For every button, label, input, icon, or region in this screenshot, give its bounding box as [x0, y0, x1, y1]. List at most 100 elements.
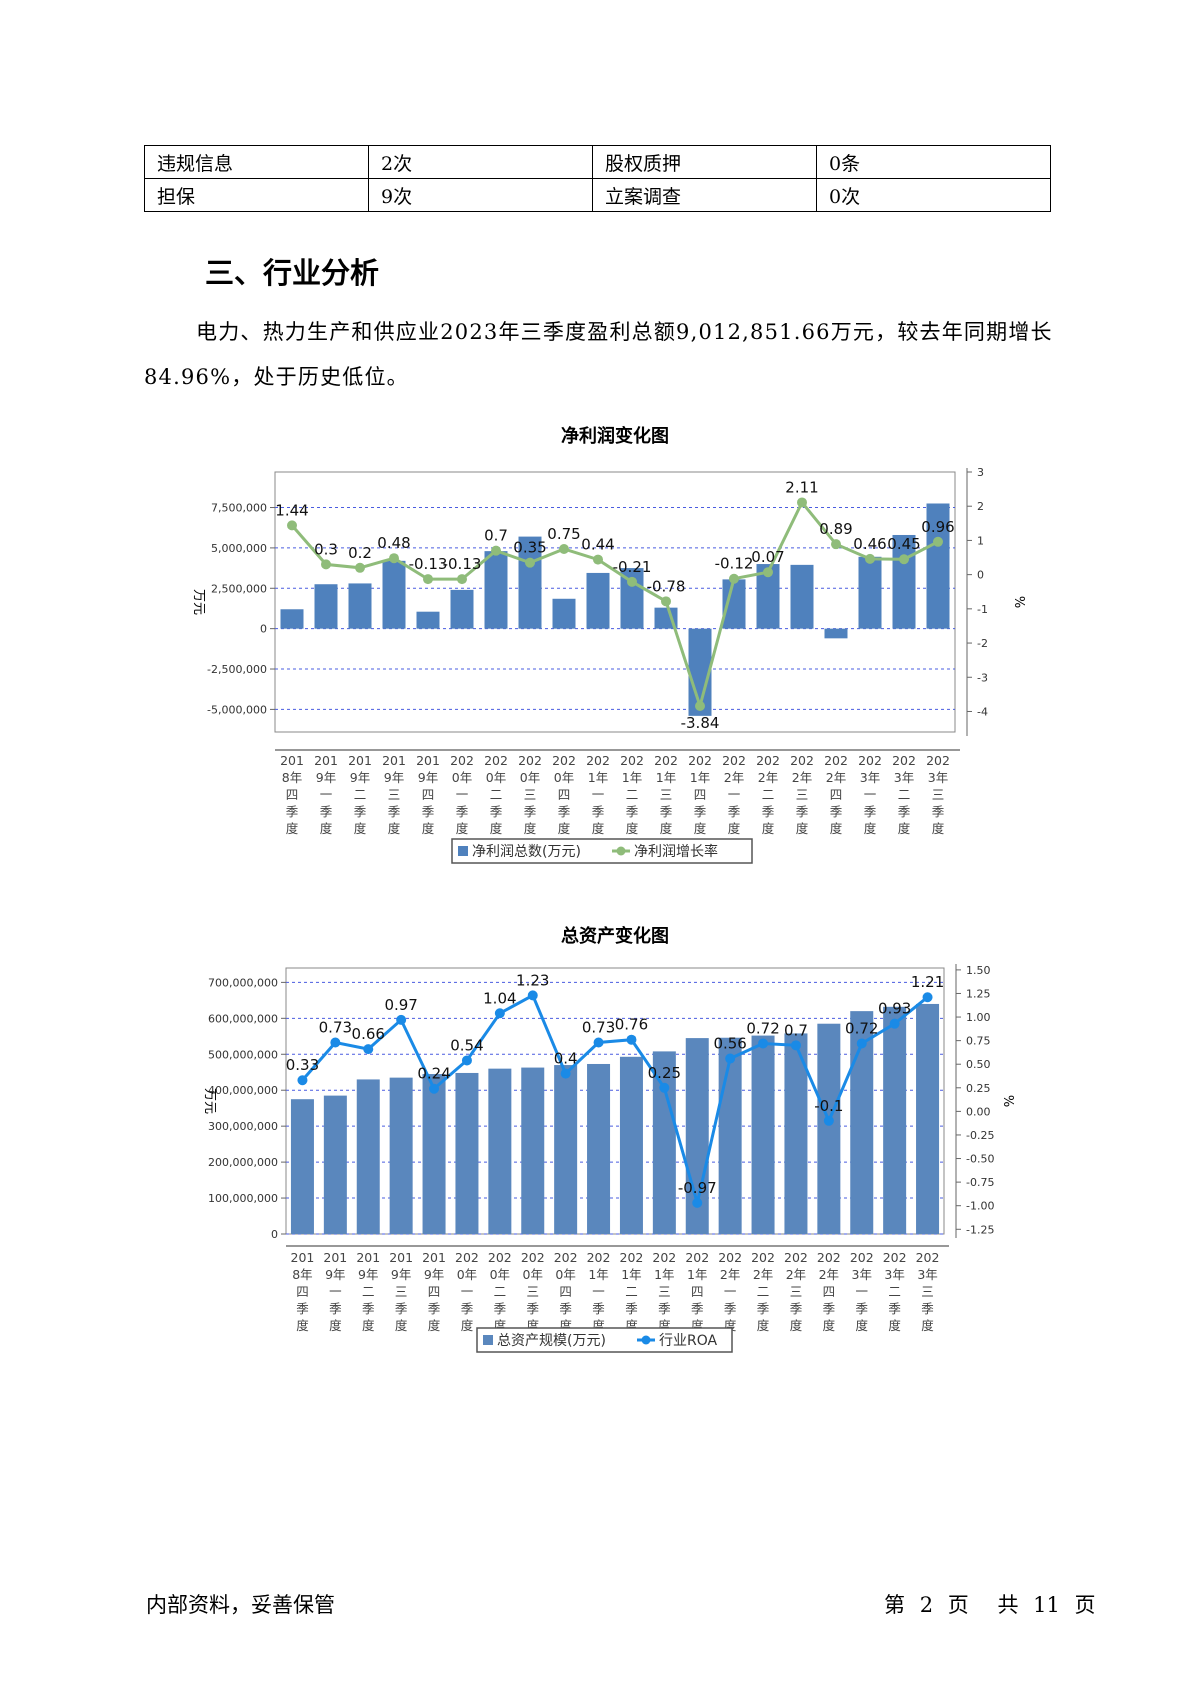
x-tick-label: 度 — [932, 821, 945, 836]
x-tick-label: 3年 — [894, 770, 914, 785]
page-num: 2 — [919, 1593, 934, 1617]
line-point — [790, 1040, 801, 1051]
data-label: -0.13 — [443, 555, 482, 573]
y2-tick-label: 0 — [977, 569, 984, 582]
line-point — [527, 990, 538, 1001]
y-tick-label: 200,000,000 — [208, 1156, 278, 1169]
x-tick-label: 四 — [286, 787, 299, 802]
x-tick-label: 季 — [921, 1301, 934, 1316]
line-point — [659, 1082, 670, 1093]
x-tick-label: 202 — [718, 1250, 742, 1265]
x-tick-label: 季 — [790, 1301, 803, 1316]
x-tick-label: 二 — [762, 787, 775, 802]
data-label: 1.44 — [275, 501, 308, 519]
x-tick-label: 1年 — [687, 1267, 707, 1282]
x-tick-label: 度 — [898, 821, 911, 836]
x-tick-label: 1年 — [690, 770, 710, 785]
x-tick-label: 度 — [286, 821, 299, 836]
x-tick-label: 季 — [796, 804, 809, 819]
y-tick-label: 100,000,000 — [208, 1192, 278, 1205]
y-tick-label: -2,500,000 — [207, 663, 267, 676]
y-axis-label: 万元 — [191, 589, 206, 615]
page-unit: 页 — [947, 1593, 969, 1617]
footer-page-number: 第 2 页 共 11 页 — [884, 1589, 1096, 1619]
x-tick-label: 季 — [855, 1301, 868, 1316]
x-tick-label: 季 — [932, 804, 945, 819]
x-tick-label: 度 — [456, 821, 469, 836]
x-tick-label: 度 — [558, 821, 571, 836]
series-line — [301, 993, 929, 1204]
x-tick-label: 201 — [382, 753, 406, 768]
x-tick-label: 202 — [722, 753, 746, 768]
x-tick-label: 度 — [428, 1318, 441, 1333]
chart-bar — [455, 1072, 479, 1234]
x-tick-label: 9年 — [384, 770, 404, 785]
chart-bar — [751, 1035, 775, 1234]
line-point — [933, 536, 943, 547]
line-point — [922, 992, 933, 1003]
line-point — [899, 554, 909, 565]
y2-tick-label: -3 — [977, 671, 988, 684]
x-tick-label: 季 — [559, 1301, 572, 1316]
x-tick-label: 三 — [388, 787, 401, 802]
chart-bar — [382, 560, 406, 629]
x-tick-label: 季 — [422, 804, 435, 819]
x-tick-label: 202 — [688, 753, 712, 768]
x-tick-label: 1年 — [588, 1267, 608, 1282]
x-tick-label: 度 — [592, 821, 605, 836]
data-label: 0.76 — [615, 1016, 648, 1034]
y2-tick-label: -1.25 — [966, 1223, 994, 1236]
plot-area — [274, 471, 956, 733]
x-tick-label: 1年 — [656, 770, 676, 785]
y-tick-label: 2,500,000 — [211, 582, 267, 595]
line-point — [559, 543, 569, 554]
y2-tick-label: -2 — [977, 637, 988, 650]
x-tick-label: 202 — [554, 1250, 578, 1265]
x-tick-label: 度 — [524, 821, 537, 836]
x-tick-label: 202 — [756, 753, 780, 768]
data-label: -0.97 — [678, 1179, 717, 1197]
net-profit-chart: 净利润变化图 7,500,000 5,000,000 2,500,000 0 -2,500… — [191, 425, 1026, 864]
table-row: 违规信息 2次 股权质押 0条 — [144, 145, 1051, 179]
line-point — [429, 1083, 440, 1094]
data-label: -3.84 — [681, 714, 720, 732]
table-cell-label: 立案调查 — [592, 178, 817, 212]
chart-bar — [290, 1099, 314, 1234]
y2-tick-label: -0.50 — [966, 1153, 994, 1166]
data-label: 0.44 — [581, 536, 614, 554]
x-tick-label: 度 — [461, 1318, 474, 1333]
x-tick-label: 四 — [694, 787, 707, 802]
x-tick-label: 202 — [858, 753, 882, 768]
x-tick-label: 3年 — [860, 770, 880, 785]
x-tick-label: 度 — [320, 821, 333, 836]
chart-bar — [926, 503, 950, 629]
chart-bar — [817, 1023, 841, 1234]
table-cell-value: 9次 — [368, 178, 593, 212]
x-tick-label: 季 — [823, 1301, 836, 1316]
chart-bar — [450, 589, 474, 629]
y2-axis-label: % — [1011, 596, 1026, 608]
data-label: 0.72 — [845, 1019, 878, 1037]
line-point — [525, 557, 535, 568]
line-point — [692, 1197, 703, 1208]
legend-line-marker — [616, 846, 626, 856]
y-tick-label: 300,000,000 — [208, 1120, 278, 1133]
x-tick-label: 201 — [280, 753, 304, 768]
legend-bar-swatch — [458, 846, 468, 856]
line-point — [725, 1053, 736, 1064]
data-label: 0.75 — [547, 525, 580, 543]
line-point — [297, 1075, 308, 1086]
x-tick-label: 二 — [757, 1284, 770, 1299]
x-tick-label: 四 — [558, 787, 571, 802]
x-tick-label: 季 — [898, 804, 911, 819]
x-tick-label: 三 — [932, 787, 945, 802]
line-point — [729, 573, 739, 584]
chart-bar — [280, 609, 304, 629]
x-tick-label: 3年 — [917, 1267, 937, 1282]
chart-title: 总资产变化图 — [561, 925, 669, 947]
x-tick-label: 2年 — [826, 770, 846, 785]
line-point — [321, 559, 331, 570]
x-tick-label: 0年 — [554, 770, 574, 785]
table-cell-value: 0条 — [816, 145, 1051, 179]
x-tick-label: 1年 — [588, 770, 608, 785]
